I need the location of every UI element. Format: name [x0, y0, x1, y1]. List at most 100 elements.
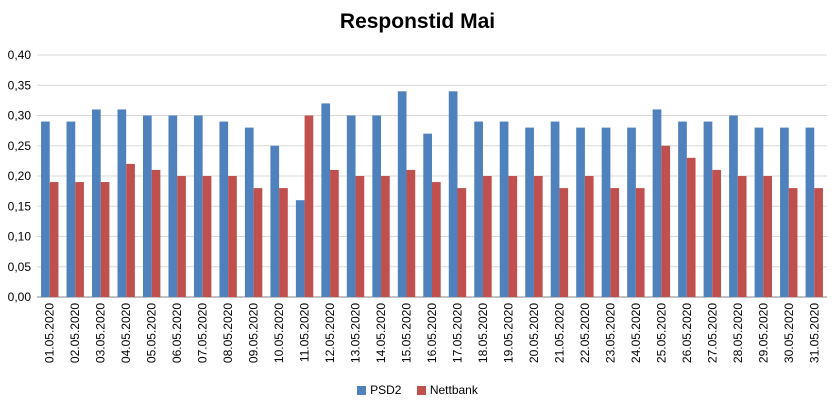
x-tick-label: 30.05.2020: [782, 303, 796, 363]
bar-psd2-27: [703, 121, 713, 297]
x-tick-label: 03.05.2020: [94, 303, 108, 363]
bar-nettbank-29: [763, 176, 772, 297]
bar-nettbank-7: [202, 176, 212, 297]
y-tick-label: 0,00: [8, 290, 32, 304]
x-tick-label: 22.05.2020: [578, 303, 592, 363]
legend-swatch-psd2: [357, 385, 367, 395]
x-tick-label: 15.05.2020: [400, 303, 414, 363]
bar-psd2-13: [346, 115, 356, 297]
bars: [41, 91, 823, 298]
bar-psd2-6: [168, 115, 178, 297]
bar-nettbank-1: [49, 182, 59, 297]
bar-psd2-15: [397, 91, 407, 297]
x-tick-label: 28.05.2020: [731, 303, 745, 363]
bar-nettbank-24: [635, 188, 645, 297]
bar-nettbank-6: [177, 176, 186, 297]
bar-psd2-25: [652, 109, 662, 297]
bar-psd2-22: [576, 127, 585, 297]
bar-psd2-11: [295, 200, 305, 297]
bar-psd2-21: [550, 121, 560, 297]
bar-psd2-18: [474, 121, 483, 297]
x-tick-label: 31.05.2020: [807, 303, 821, 363]
bar-psd2-17: [448, 91, 458, 297]
x-tick-label: 23.05.2020: [603, 303, 617, 363]
x-tick-label: 25.05.2020: [654, 303, 668, 363]
bar-psd2-31: [805, 127, 815, 297]
bar-psd2-2: [66, 121, 76, 297]
bar-psd2-29: [754, 127, 764, 297]
bar-nettbank-18: [482, 176, 492, 297]
y-tick-label: 0,05: [8, 260, 32, 274]
x-tick-label: 01.05.2020: [43, 303, 57, 363]
x-axis-ticks: 01.05.2020 02.05.2020 03.05.2020 04.05.2020…: [43, 303, 822, 363]
x-tick-label: 29.05.2020: [756, 303, 770, 363]
bar-psd2-26: [678, 121, 687, 297]
bar-psd2-5: [142, 115, 152, 297]
bar-nettbank-4: [126, 163, 135, 297]
bar-psd2-14: [372, 115, 382, 297]
bar-psd2-23: [601, 127, 611, 297]
bar-nettbank-23: [610, 188, 620, 297]
x-tick-label: 19.05.2020: [501, 303, 515, 363]
bar-psd2-28: [729, 115, 738, 297]
bar-nettbank-10: [279, 188, 288, 297]
bar-nettbank-30: [788, 188, 798, 297]
x-tick-label: 06.05.2020: [170, 303, 184, 363]
bar-nettbank-25: [661, 145, 671, 297]
x-tick-label: 05.05.2020: [145, 303, 159, 363]
bar-psd2-19: [499, 121, 509, 297]
bar-nettbank-8: [228, 176, 237, 297]
bar-nettbank-17: [457, 188, 467, 297]
x-tick-label: 20.05.2020: [527, 303, 541, 363]
x-tick-label: 02.05.2020: [68, 303, 82, 363]
bar-psd2-10: [270, 145, 280, 297]
x-tick-label: 11.05.2020: [298, 303, 312, 362]
y-tick-label: 0,35: [8, 78, 32, 92]
legend-item-nettbank: Nettbank: [416, 383, 478, 397]
x-tick-label: 10.05.2020: [272, 303, 286, 363]
bar-nettbank-27: [712, 169, 722, 297]
bar-psd2-12: [321, 103, 331, 298]
bar-nettbank-12: [330, 169, 339, 297]
bar-nettbank-14: [381, 176, 390, 297]
bar-nettbank-16: [432, 182, 441, 297]
bar-nettbank-26: [686, 157, 696, 297]
x-tick-label: 04.05.2020: [119, 303, 133, 363]
x-tick-label: 12.05.2020: [323, 303, 337, 363]
bar-psd2-1: [41, 121, 50, 297]
x-tick-label: 26.05.2020: [680, 303, 694, 363]
bar-nettbank-28: [737, 176, 747, 297]
x-tick-label: 21.05.2020: [552, 303, 566, 363]
legend-label-psd2: PSD2: [370, 383, 402, 397]
bar-psd2-9: [244, 127, 254, 297]
y-tick-label: 0,25: [8, 139, 32, 153]
bar-psd2-16: [423, 133, 432, 297]
bar-nettbank-3: [100, 182, 110, 297]
bar-psd2-8: [219, 121, 229, 297]
chart-title: Responstid Mai: [339, 10, 496, 33]
bar-psd2-20: [525, 127, 534, 297]
x-tick-label: 24.05.2020: [629, 303, 643, 363]
x-tick-label: 14.05.2020: [374, 303, 388, 363]
y-tick-label: 0,10: [8, 230, 32, 244]
bar-nettbank-31: [814, 188, 823, 297]
bar-psd2-30: [780, 127, 789, 297]
bar-nettbank-5: [151, 169, 161, 297]
y-axis-ticks: 0,00 0,05 0,10 0,15 0,20 0,25 0,30 0,35 0,40: [8, 48, 32, 304]
bar-psd2-7: [193, 115, 203, 297]
bar-nettbank-9: [253, 188, 263, 297]
bar-nettbank-21: [559, 188, 569, 297]
x-tick-label: 18.05.2020: [476, 303, 490, 363]
y-tick-label: 0,40: [8, 48, 32, 62]
bar-psd2-24: [627, 127, 636, 297]
bar-nettbank-19: [508, 176, 518, 297]
x-tick-label: 07.05.2020: [196, 303, 210, 363]
bar-nettbank-22: [584, 176, 594, 297]
x-tick-label: 17.05.2020: [450, 303, 464, 363]
x-tick-label: 16.05.2020: [425, 303, 439, 363]
bar-nettbank-20: [533, 176, 543, 297]
y-tick-label: 0,20: [8, 169, 32, 183]
y-tick-label: 0,30: [8, 109, 32, 123]
bar-nettbank-11: [304, 115, 314, 297]
